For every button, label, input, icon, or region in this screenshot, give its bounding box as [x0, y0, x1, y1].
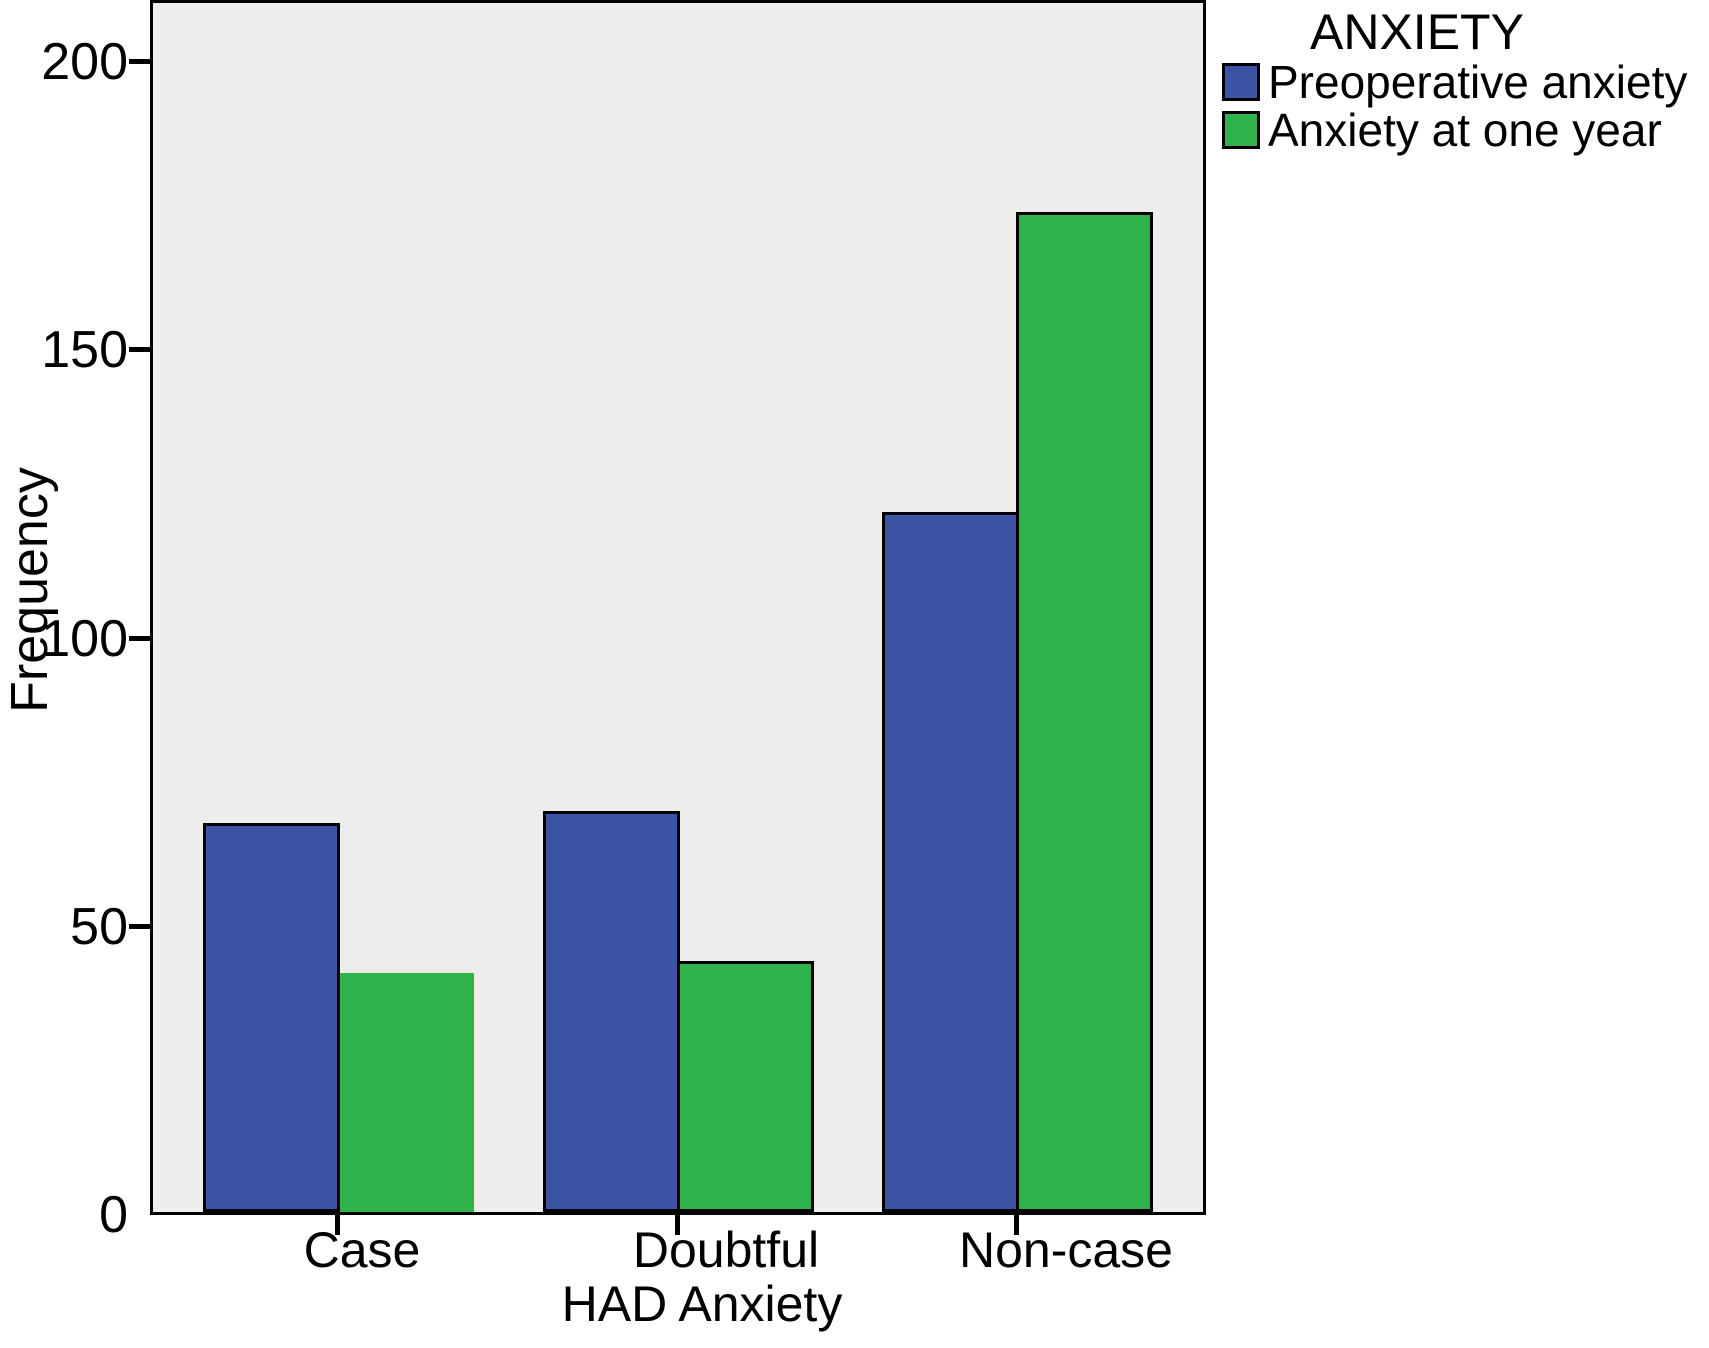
- legend-title: ANXIETY: [1310, 4, 1524, 60]
- y-tick-200: [129, 59, 150, 64]
- bar-case-preoperative-anxiety: [203, 823, 340, 1212]
- legend-item-preoperative-anxiety: Preoperative anxiety: [1222, 58, 1687, 106]
- bar-non-case-preoperative-anxiety: [882, 512, 1019, 1212]
- y-tick-label-200: 200: [41, 33, 128, 91]
- x-tick-non-case: [1014, 1215, 1019, 1235]
- y-tick-100: [129, 636, 150, 641]
- legend-item-anxiety-at-one-year: Anxiety at one year: [1222, 106, 1687, 154]
- y-axis-title: Frequency: [1, 467, 59, 713]
- x-tick-case: [335, 1215, 340, 1235]
- legend: ANXIETY Preoperative anxiety Anxiety at o…: [1222, 6, 1687, 154]
- x-axis-title: HAD Anxiety: [561, 1276, 843, 1332]
- bar-doubtful-preoperative-anxiety: [543, 811, 680, 1212]
- legend-label-preoperative-anxiety: Preoperative anxiety: [1268, 56, 1688, 108]
- legend-swatch-preoperative-anxiety: [1222, 63, 1260, 101]
- y-tick-label-100: 100: [41, 610, 128, 668]
- bar-case-anxiety-at-one-year: [340, 973, 474, 1212]
- plot-area: [150, 0, 1206, 1215]
- x-tick-label-case: Case: [303, 1222, 421, 1278]
- bar-non-case-anxiety-at-one-year: [1016, 212, 1153, 1212]
- legend-items: Preoperative anxiety Anxiety at one year: [1222, 58, 1687, 154]
- y-tick-50: [129, 924, 150, 929]
- y-tick-label-50: 50: [70, 898, 128, 956]
- x-tick-label-non-case: Non-case: [959, 1222, 1173, 1278]
- legend-swatch-anxiety-at-one-year: [1222, 111, 1260, 149]
- y-tick-label-150: 150: [41, 321, 128, 379]
- y-tick-150: [129, 347, 150, 352]
- legend-label-anxiety-at-one-year: Anxiety at one year: [1268, 104, 1662, 156]
- bar-doubtful-anxiety-at-one-year: [677, 961, 814, 1212]
- x-tick-doubtful: [675, 1215, 680, 1235]
- y-tick-label-0: 0: [99, 1186, 128, 1244]
- x-tick-label-doubtful: Doubtful: [632, 1222, 820, 1278]
